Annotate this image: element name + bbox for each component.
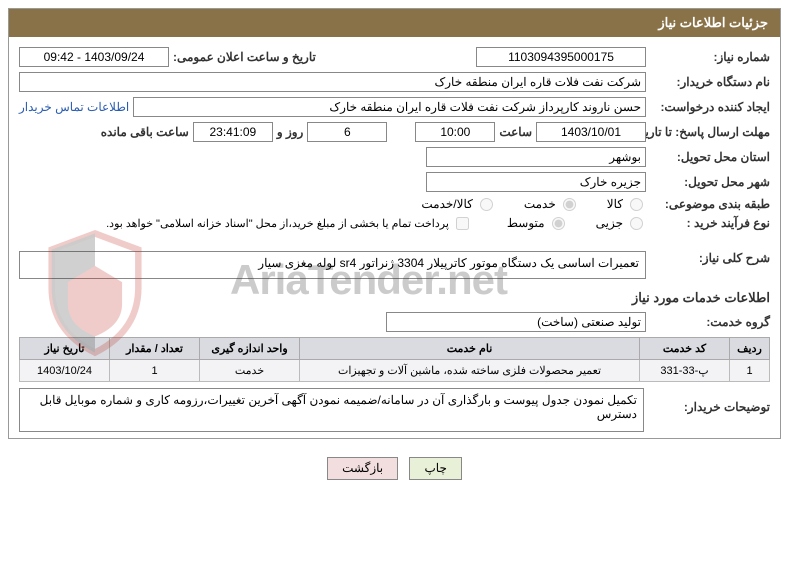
td-unit: خدمت <box>200 360 300 382</box>
field-buyer-org: شرکت نفت فلات قاره ایران منطقه خارک <box>19 72 646 92</box>
label-city: شهر محل تحویل: <box>650 175 770 189</box>
label-province: استان محل تحویل: <box>650 150 770 164</box>
field-days: 6 <box>307 122 387 142</box>
row-city: شهر محل تحویل: جزیره خارک <box>19 172 770 192</box>
label-service: خدمت <box>524 197 556 211</box>
details-panel: جزئیات اطلاعات نیاز شماره نیاز: 11030943… <box>8 8 781 439</box>
label-buyer-org: نام دستگاه خریدار: <box>650 75 770 89</box>
field-buyer-notes: تکمیل نمودن جدول پیوست و بارگذاری آن در … <box>19 388 644 432</box>
label-hour: ساعت <box>499 125 532 139</box>
field-need-no: 1103094395000175 <box>476 47 646 67</box>
label-days-and: روز و <box>277 125 304 139</box>
label-both: کالا/خدمت <box>421 197 472 211</box>
label-need-no: شماره نیاز: <box>650 50 770 64</box>
row-service-group: گروه خدمت: تولید صنعتی (ساخت) <box>19 312 770 332</box>
section-services-info: اطلاعات خدمات مورد نیاز <box>19 284 770 312</box>
table-header-row: ردیف کد خدمت نام خدمت واحد اندازه گیری ت… <box>20 338 770 360</box>
field-service-group: تولید صنعتی (ساخت) <box>386 312 646 332</box>
label-deadline: مهلت ارسال پاسخ: تا تاریخ: <box>650 125 770 139</box>
print-button[interactable]: چاپ <box>409 457 461 480</box>
radio-both <box>480 198 493 211</box>
td-date: 1403/10/24 <box>20 360 110 382</box>
row-buyer-notes: توضیحات خریدار: تکمیل نمودن جدول پیوست و… <box>19 388 770 432</box>
radio-medium <box>552 217 565 230</box>
label-medium: متوسط <box>507 216 545 230</box>
field-deadline-date: 1403/10/01 <box>536 122 646 142</box>
label-need-summary: شرح کلی نیاز: <box>650 251 770 265</box>
radio-goods <box>630 198 643 211</box>
label-service-group: گروه خدمت: <box>650 315 770 329</box>
th-row: ردیف <box>730 338 770 360</box>
field-need-summary: تعمیرات اساسی یک دستگاه موتور کاترپیلار … <box>19 251 646 279</box>
field-countdown: 23:41:09 <box>193 122 273 142</box>
panel-body: شماره نیاز: 1103094395000175 تاریخ و ساع… <box>9 37 780 438</box>
label-goods: کالا <box>607 197 623 211</box>
services-table: ردیف کد خدمت نام خدمت واحد اندازه گیری ت… <box>19 337 770 382</box>
th-qty: تعداد / مقدار <box>110 338 200 360</box>
field-requester: حسن ناروند کارپرداز شرکت نفت فلات قاره ا… <box>133 97 646 117</box>
row-deadline: مهلت ارسال پاسخ: تا تاریخ: 1403/10/01 سا… <box>19 122 770 142</box>
row-category: طبقه بندی موضوعی: کالا خدمت کالا/خدمت <box>19 197 770 211</box>
td-qty: 1 <box>110 360 200 382</box>
field-city: جزیره خارک <box>426 172 646 192</box>
back-button[interactable]: بازگشت <box>327 457 398 480</box>
panel-title: جزئیات اطلاعات نیاز <box>9 9 780 37</box>
row-buyer-org: نام دستگاه خریدار: شرکت نفت فلات قاره ای… <box>19 72 770 92</box>
row-proc-type: نوع فرآیند خرید : جزیی متوسط پرداخت تمام… <box>19 216 770 230</box>
checkbox-treasury <box>456 217 469 230</box>
field-province: بوشهر <box>426 147 646 167</box>
th-code: کد خدمت <box>640 338 730 360</box>
label-pay-note: پرداخت تمام یا بخشی از مبلغ خرید،از محل … <box>106 217 449 230</box>
field-announce-dt: 1403/09/24 - 09:42 <box>19 47 169 67</box>
td-code: پ-33-331 <box>640 360 730 382</box>
row-requester: ایجاد کننده درخواست: حسن ناروند کارپرداز… <box>19 97 770 117</box>
label-partial: جزیی <box>596 216 623 230</box>
table-row: 1 پ-33-331 تعمیر محصولات فلزی ساخته شده،… <box>20 360 770 382</box>
td-row: 1 <box>730 360 770 382</box>
label-remaining: ساعت باقی مانده <box>101 125 189 139</box>
button-row: چاپ بازگشت <box>0 447 789 490</box>
label-category: طبقه بندی موضوعی: <box>650 197 770 211</box>
field-deadline-time: 10:00 <box>415 122 495 142</box>
radio-service <box>563 198 576 211</box>
th-name: نام خدمت <box>300 338 640 360</box>
link-buyer-contact[interactable]: اطلاعات تماس خریدار <box>19 100 129 114</box>
th-date: تاریخ نیاز <box>20 338 110 360</box>
row-need-summary: شرح کلی نیاز: تعمیرات اساسی یک دستگاه مو… <box>19 251 770 279</box>
row-province: استان محل تحویل: بوشهر <box>19 147 770 167</box>
radio-partial <box>630 217 643 230</box>
row-need-no: شماره نیاز: 1103094395000175 تاریخ و ساع… <box>19 47 770 67</box>
label-announce-dt: تاریخ و ساعت اعلان عمومی: <box>173 50 316 64</box>
th-unit: واحد اندازه گیری <box>200 338 300 360</box>
label-buyer-notes: توضیحات خریدار: <box>650 388 770 414</box>
label-proc-type: نوع فرآیند خرید : <box>650 216 770 230</box>
td-name: تعمیر محصولات فلزی ساخته شده، ماشین آلات… <box>300 360 640 382</box>
label-requester: ایجاد کننده درخواست: <box>650 100 770 114</box>
